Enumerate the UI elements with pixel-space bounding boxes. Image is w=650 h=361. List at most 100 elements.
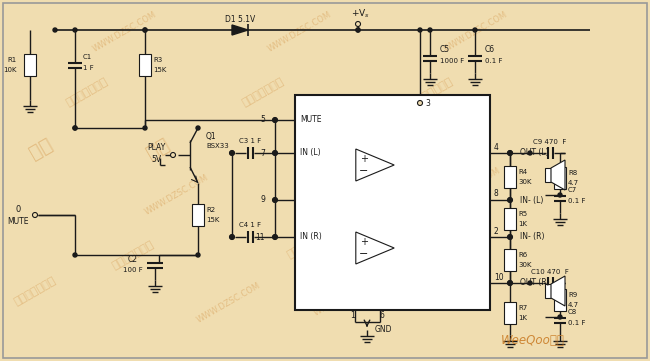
Circle shape	[73, 126, 77, 130]
Circle shape	[508, 235, 512, 239]
Circle shape	[229, 235, 235, 239]
Circle shape	[273, 198, 277, 202]
Bar	[295, 95, 490, 310]
Circle shape	[196, 253, 200, 257]
Polygon shape	[356, 232, 394, 264]
Text: 8: 8	[494, 190, 499, 199]
Text: MUTE: MUTE	[7, 217, 29, 226]
Circle shape	[558, 315, 562, 319]
Circle shape	[229, 151, 235, 156]
Bar	[504, 249, 516, 271]
Text: 4.7: 4.7	[568, 180, 579, 186]
Circle shape	[508, 198, 512, 202]
Text: WWW.DZSC.COM: WWW.DZSC.COM	[195, 281, 262, 325]
Circle shape	[508, 235, 512, 239]
Circle shape	[272, 235, 278, 239]
Bar	[192, 204, 204, 226]
Text: WWW.DZSC.COM: WWW.DZSC.COM	[442, 10, 509, 54]
Text: R5: R5	[518, 210, 527, 217]
Circle shape	[230, 151, 234, 155]
Text: R9: R9	[568, 292, 577, 298]
Text: 0.1 F: 0.1 F	[485, 58, 502, 64]
Circle shape	[73, 126, 77, 130]
Text: Q1: Q1	[206, 131, 216, 140]
Text: 维库电子市场网: 维库电子市场网	[240, 77, 285, 108]
Text: IN- (R): IN- (R)	[520, 232, 545, 242]
Text: 4: 4	[494, 143, 499, 152]
Text: 维库电子市场网: 维库电子市场网	[410, 239, 454, 271]
Circle shape	[272, 197, 278, 203]
Text: C6: C6	[485, 45, 495, 55]
Text: C10 470  F: C10 470 F	[531, 269, 569, 275]
Text: 7: 7	[260, 148, 265, 157]
Bar	[24, 54, 36, 76]
Text: R1: R1	[8, 57, 17, 63]
Circle shape	[356, 28, 360, 32]
Circle shape	[508, 151, 512, 156]
Circle shape	[272, 151, 278, 156]
Text: R7: R7	[518, 305, 527, 311]
Circle shape	[558, 193, 562, 197]
Text: 维库: 维库	[26, 134, 56, 162]
Text: 10K: 10K	[3, 67, 17, 73]
Text: 维库电子市场网: 维库电子市场网	[65, 77, 110, 108]
Text: 9: 9	[260, 196, 265, 204]
Bar	[139, 54, 151, 76]
Circle shape	[73, 28, 77, 32]
Polygon shape	[356, 149, 394, 181]
Bar	[545, 284, 551, 298]
Text: 1K: 1K	[518, 221, 527, 226]
Text: −: −	[359, 249, 369, 259]
Circle shape	[143, 126, 147, 130]
Text: GND: GND	[375, 326, 393, 335]
Text: C3 1 F: C3 1 F	[239, 138, 261, 144]
Circle shape	[273, 118, 277, 122]
Text: 1K: 1K	[518, 315, 527, 321]
Bar	[545, 168, 551, 182]
Text: +: +	[360, 154, 368, 164]
Text: 维库电子市场网: 维库电子市场网	[286, 228, 331, 260]
Text: R2: R2	[206, 207, 215, 213]
Text: C7: C7	[568, 187, 577, 193]
Text: 维库电子市场网: 维库电子市场网	[13, 275, 58, 307]
Text: 1 F: 1 F	[83, 65, 94, 71]
Text: D1 5.1V: D1 5.1V	[225, 16, 255, 25]
Circle shape	[356, 28, 360, 32]
Text: PLAY: PLAY	[147, 143, 165, 152]
Text: 100 F: 100 F	[123, 267, 143, 273]
Polygon shape	[551, 160, 565, 190]
Circle shape	[508, 281, 512, 285]
Text: OUT (R): OUT (R)	[520, 278, 550, 287]
Text: 15K: 15K	[206, 217, 220, 223]
Text: 2: 2	[494, 226, 499, 235]
Text: C5: C5	[440, 45, 450, 55]
Text: C9 470  F: C9 470 F	[533, 139, 567, 145]
Text: 4.7: 4.7	[568, 302, 579, 308]
Text: WWW.DZSC.COM: WWW.DZSC.COM	[266, 10, 333, 54]
Polygon shape	[232, 25, 248, 35]
Circle shape	[196, 126, 200, 130]
Bar	[554, 289, 566, 311]
Text: IN- (L): IN- (L)	[520, 196, 543, 204]
Text: +: +	[360, 237, 368, 247]
Text: R4: R4	[518, 169, 527, 174]
Circle shape	[508, 151, 512, 155]
Text: R8: R8	[568, 170, 577, 176]
Circle shape	[473, 28, 477, 32]
Circle shape	[170, 152, 176, 157]
Polygon shape	[551, 276, 565, 306]
Text: 5V: 5V	[151, 156, 161, 165]
Text: C2: C2	[128, 256, 138, 265]
Text: 3: 3	[425, 99, 430, 108]
Circle shape	[230, 235, 234, 239]
Text: C4 1 F: C4 1 F	[239, 222, 261, 228]
Text: 0.1 F: 0.1 F	[568, 320, 586, 326]
Circle shape	[273, 235, 277, 239]
Circle shape	[508, 280, 512, 286]
Text: 维库: 维库	[338, 134, 368, 162]
Text: +V$_s$: +V$_s$	[350, 8, 369, 20]
Circle shape	[417, 100, 422, 105]
Text: 1000 F: 1000 F	[440, 58, 464, 64]
Circle shape	[508, 151, 512, 155]
Text: WWW.DZSC.COM: WWW.DZSC.COM	[143, 173, 210, 217]
